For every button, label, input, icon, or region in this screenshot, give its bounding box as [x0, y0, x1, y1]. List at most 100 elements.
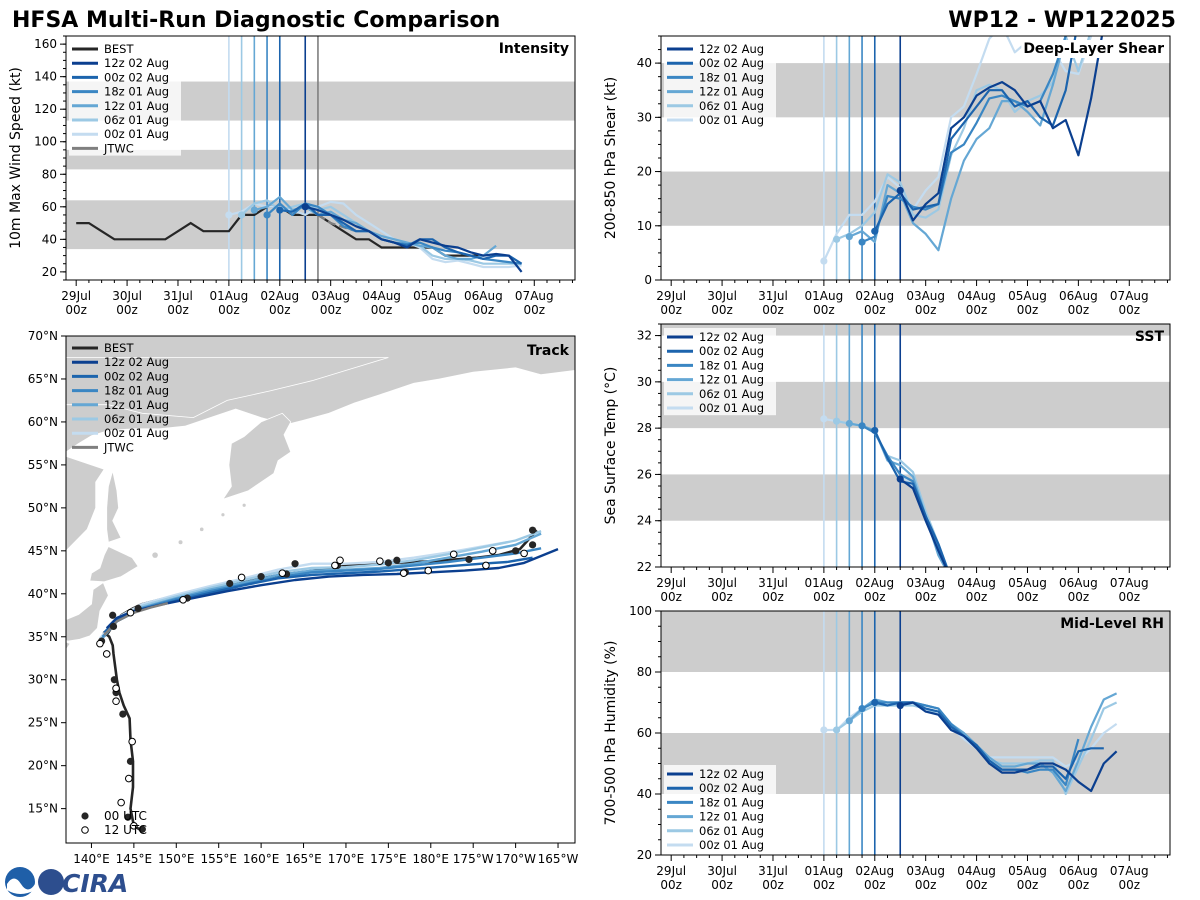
kuril-island-3 [221, 513, 225, 517]
sst-x-tick-hour: 00z [762, 590, 784, 604]
track-lon-label: 170°E [328, 852, 365, 866]
track-lon-label: 180°E [413, 852, 450, 866]
track-lat-label: 65°N [28, 372, 58, 386]
intensity-y-tick-label: 160 [34, 37, 57, 51]
shear-y-tick-label: 0 [644, 273, 652, 287]
intensity-x-tick-hour: 00z [218, 303, 240, 317]
track-obs-12utc [102, 650, 111, 658]
track-obs-12utc [117, 798, 125, 807]
track-map-area [66, 336, 575, 843]
shear-legend-label: 12z 01 Aug [699, 85, 764, 99]
track-legend-label: 00z 01 Aug [104, 426, 169, 440]
track-lon-label: 165°W [538, 852, 579, 866]
sst-title: SST [1135, 329, 1165, 345]
sst-series-start-1 [871, 426, 879, 435]
track-lon-label: 165°E [285, 852, 322, 866]
cira-globe [38, 869, 64, 895]
rh-x-tick-hour: 00z [711, 878, 733, 892]
rh-x-tick-date: 05Aug [1008, 864, 1047, 878]
rh-legend-label: 00z 02 Aug [699, 781, 764, 795]
track-obs-00utc [110, 676, 118, 684]
sst-x-tick-hour: 00z [1118, 590, 1140, 604]
sst-panel: 22242628303229Jul00z30Jul00z31Jul00z01Au… [603, 323, 1171, 604]
cira-logo-text: CIRA [62, 869, 128, 898]
track-lat-label: 40°N [28, 587, 58, 601]
shear-x-tick-hour: 00z [915, 303, 937, 317]
rh-series-0 [899, 701, 1118, 793]
track-obs-00utc [126, 757, 135, 765]
track-obs-00utc [528, 541, 537, 549]
shear-legend-bg [664, 40, 776, 128]
rh-x-tick-hour: 00z [813, 878, 835, 892]
track-obs-12utc [331, 561, 339, 570]
intensity-x-tick-hour: 00z [473, 303, 495, 317]
sst-x-tick-date: 02Aug [855, 576, 894, 590]
rh-x-tick-hour: 00z [1017, 878, 1039, 892]
noaa-wave [7, 878, 35, 894]
shear-title: Deep-Layer Shear [1023, 41, 1164, 57]
track-legend-label: 00z 02 Aug [104, 369, 169, 383]
sst-ylabel: Sea Surface Temp (°C) [603, 367, 619, 525]
intensity-x-tick-hour: 00z [167, 303, 189, 317]
shear-series-start-0 [896, 186, 904, 195]
shear-series-start-2 [858, 238, 866, 246]
shear-panel: 01020304029Jul00z30Jul00z31Jul00z01Aug00… [603, 35, 1171, 317]
shear-series-start-5 [820, 257, 828, 265]
track-obs-00utc [512, 547, 520, 555]
sst-y-tick-label: 24 [637, 514, 652, 528]
track-obs-00utc [119, 710, 127, 718]
rh-series-start-2 [858, 705, 866, 713]
kuril-island-1 [178, 540, 183, 545]
sst-x-tick-date: 29Jul [656, 576, 686, 590]
figure-title: HFSA Multi-Run Diagnostic Comparison [12, 8, 500, 33]
track-lon-label: 140°E [73, 852, 110, 866]
track-lon-label: 175°W [453, 852, 494, 866]
track-lon-label: 160°E [243, 852, 280, 866]
shear-x-tick-date: 29Jul [656, 289, 686, 303]
shear-x-tick-date: 01Aug [805, 289, 844, 303]
rh-legend-bg [664, 765, 776, 853]
shear-x-tick-hour: 00z [813, 303, 835, 317]
intensity-x-tick-hour: 00z [371, 303, 393, 317]
shear-y-tick-label: 30 [637, 110, 652, 124]
rh-band-1 [661, 611, 1170, 672]
landmass-siberia-interior [66, 357, 389, 419]
sst-x-tick-hour: 00z [966, 590, 988, 604]
sst-series-1 [873, 430, 949, 567]
intensity-x-tick-date: 04Aug [362, 289, 401, 303]
track-legend-label: BEST [104, 341, 134, 355]
track-lon-label: 145°E [116, 852, 153, 866]
rh-series-start-5 [820, 726, 828, 734]
shear-legend-label: 00z 02 Aug [699, 56, 764, 70]
shear-x-tick-date: 31Jul [758, 289, 788, 303]
sst-series-start-5 [820, 415, 828, 423]
intensity-y-tick-label: 140 [34, 70, 57, 84]
sst-frame [660, 323, 1171, 568]
track-obs-12utc [96, 639, 104, 648]
kuril-island-0 [152, 552, 158, 558]
rh-y-tick-label: 60 [637, 726, 652, 740]
rh-legend-label: 00z 01 Aug [699, 838, 764, 852]
shear-x-tick-hour: 00z [966, 303, 988, 317]
shear-x-tick-date: 06Aug [1059, 289, 1098, 303]
sst-x-tick-hour: 00z [915, 590, 937, 604]
rh-x-tick-date: 31Jul [758, 864, 788, 878]
track-lat-label: 15°N [28, 802, 58, 816]
track-legend-label: JTWC [103, 440, 134, 454]
shear-title-bg [1021, 40, 1167, 58]
rh-x-tick-date: 29Jul [656, 864, 686, 878]
track-title: Track [527, 343, 570, 359]
shear-y-tick-label: 40 [637, 56, 652, 70]
shear-series-0 [899, 36, 1104, 222]
rh-x-tick-date: 07Aug [1110, 864, 1149, 878]
track-obs-12utc [128, 737, 136, 746]
intensity-y-tick-label: 100 [34, 135, 57, 149]
sst-series-start-2 [858, 422, 866, 430]
sst-legend-label: 06z 01 Aug [699, 387, 764, 401]
shear-x-tick-hour: 00z [1017, 303, 1039, 317]
track-legend-label: 12z 01 Aug [104, 398, 169, 412]
intensity-y-tick-label: 20 [42, 265, 57, 279]
track-obs-12utc [126, 608, 135, 617]
sst-x-tick-hour: 00z [1068, 590, 1090, 604]
intensity-legend-label: 00z 01 Aug [104, 127, 169, 141]
